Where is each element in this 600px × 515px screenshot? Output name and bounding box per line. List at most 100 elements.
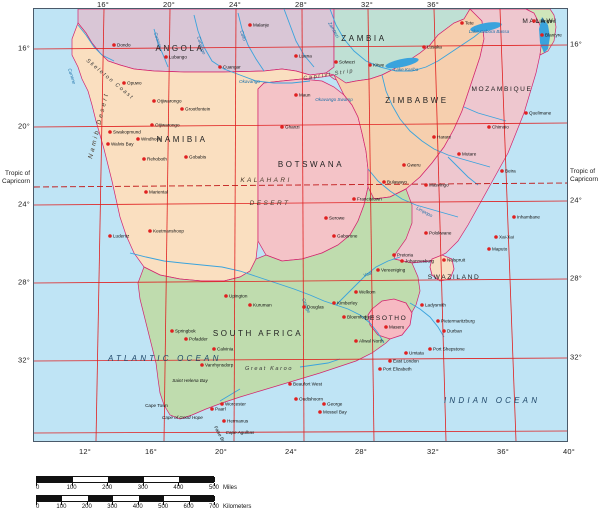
city-marker[interactable]: Kuruman xyxy=(248,303,272,308)
city-marker[interactable]: Gaborone xyxy=(332,234,358,239)
city-dot[interactable] xyxy=(170,329,174,333)
city-marker[interactable]: Paarl xyxy=(210,407,226,412)
city-marker[interactable]: Xai-Xai xyxy=(494,235,514,240)
city-dot[interactable] xyxy=(400,259,404,263)
city-marker[interactable]: Harare xyxy=(432,135,451,140)
city-marker[interactable]: Keetmanshoop xyxy=(148,229,184,234)
city-marker[interactable]: Mossel Bay xyxy=(318,410,347,415)
city-dot[interactable] xyxy=(494,235,498,239)
city-marker[interactable]: Beira xyxy=(500,169,516,174)
city-dot[interactable] xyxy=(108,130,112,134)
city-marker[interactable]: Worcester xyxy=(220,402,246,407)
city-marker[interactable]: Windhoek xyxy=(136,137,162,142)
country-area-south-africa[interactable] xyxy=(137,185,421,420)
city-dot[interactable] xyxy=(460,21,464,25)
city-marker[interactable]: Maun xyxy=(294,93,311,98)
city-marker[interactable]: Beaufort West xyxy=(288,382,323,387)
city-marker[interactable]: Tete xyxy=(460,21,474,26)
city-dot[interactable] xyxy=(332,301,336,305)
city-dot[interactable] xyxy=(136,137,140,141)
city-marker[interactable]: Malanje xyxy=(248,23,270,28)
city-dot[interactable] xyxy=(420,303,424,307)
city-marker[interactable]: Walvis Bay xyxy=(106,142,134,147)
city-marker[interactable]: Rehoboth xyxy=(142,157,167,162)
city-dot[interactable] xyxy=(108,234,112,238)
city-marker[interactable]: Durban xyxy=(442,329,463,334)
city-marker[interactable]: Mariental xyxy=(144,190,168,195)
city-marker[interactable]: Kitwe xyxy=(368,63,385,68)
city-dot[interactable] xyxy=(144,190,148,194)
city-dot[interactable] xyxy=(432,135,436,139)
city-dot[interactable] xyxy=(322,402,326,406)
city-dot[interactable] xyxy=(112,43,116,47)
city-marker[interactable]: Umtata xyxy=(404,351,424,356)
city-dot[interactable] xyxy=(402,163,406,167)
city-dot[interactable] xyxy=(424,231,428,235)
city-dot[interactable] xyxy=(540,33,544,37)
city-dot[interactable] xyxy=(487,247,491,251)
city-dot[interactable] xyxy=(200,363,204,367)
city-marker[interactable]: Cuangar xyxy=(218,65,241,70)
city-dot[interactable] xyxy=(422,45,426,49)
city-dot[interactable] xyxy=(376,268,380,272)
city-dot[interactable] xyxy=(122,81,126,85)
city-marker[interactable]: Gweru xyxy=(402,163,421,168)
city-dot[interactable] xyxy=(324,216,328,220)
city-marker[interactable]: Quelimane xyxy=(524,111,552,116)
city-dot[interactable] xyxy=(354,290,358,294)
city-dot[interactable] xyxy=(180,107,184,111)
city-marker[interactable]: Luderitz xyxy=(108,234,130,239)
city-dot[interactable] xyxy=(442,258,446,262)
city-marker[interactable]: Luena xyxy=(294,54,312,59)
city-dot[interactable] xyxy=(442,329,446,333)
city-dot[interactable] xyxy=(500,169,504,173)
city-dot[interactable] xyxy=(334,60,338,64)
city-dot[interactable] xyxy=(384,325,388,329)
city-marker[interactable]: Masvingo xyxy=(424,183,449,188)
map-canvas[interactable]: ANGOLA ZAMBIA NAMIBIA BOTSWANA ZIMBABWE … xyxy=(34,9,567,441)
city-dot[interactable] xyxy=(184,337,188,341)
city-marker[interactable]: Springbok xyxy=(170,329,196,334)
city-marker[interactable]: East London xyxy=(388,359,419,364)
city-dot[interactable] xyxy=(294,93,298,97)
city-marker[interactable]: Welkom xyxy=(354,290,376,295)
city-marker[interactable]: Aliwal North xyxy=(354,339,384,344)
city-marker[interactable]: Vanrhynsdorp xyxy=(200,363,234,368)
city-dot[interactable] xyxy=(294,54,298,58)
city-dot[interactable] xyxy=(388,359,392,363)
city-marker[interactable]: Nelspruit xyxy=(442,258,466,263)
country-area-lesotho[interactable] xyxy=(367,298,413,340)
city-dot[interactable] xyxy=(294,397,298,401)
city-dot[interactable] xyxy=(352,197,356,201)
city-dot[interactable] xyxy=(184,155,188,159)
city-marker[interactable]: Lilongwe xyxy=(532,19,556,24)
city-marker[interactable]: Gobabis xyxy=(184,155,207,160)
city-marker[interactable]: Lubango xyxy=(164,55,187,60)
city-marker[interactable]: Upington xyxy=(224,294,248,299)
city-marker[interactable]: Kimberley xyxy=(332,301,358,306)
city-marker[interactable]: Vereeniging xyxy=(376,268,406,273)
city-dot[interactable] xyxy=(392,253,396,257)
city-dot[interactable] xyxy=(404,351,408,355)
city-marker[interactable]: Dondo xyxy=(112,43,131,48)
city-dot[interactable] xyxy=(302,305,306,309)
city-marker[interactable]: Blantyre xyxy=(540,33,562,38)
city-dot[interactable] xyxy=(148,229,152,233)
city-marker[interactable]: George xyxy=(322,402,343,407)
city-dot[interactable] xyxy=(378,367,382,371)
city-marker[interactable]: Inhambane xyxy=(512,215,540,220)
city-marker[interactable]: Ghanzi xyxy=(280,125,300,130)
city-dot[interactable] xyxy=(280,125,284,129)
city-marker[interactable]: Port Shepstone xyxy=(428,347,465,352)
city-marker[interactable]: Pietermaritzburg xyxy=(436,319,475,324)
city-marker[interactable]: Otjiwarongo xyxy=(150,123,180,128)
city-marker[interactable]: Mutare xyxy=(457,152,477,157)
city-marker[interactable]: Maputo xyxy=(487,247,508,252)
city-marker[interactable]: Johannesburg xyxy=(400,259,435,264)
city-layer[interactable]: Malanje Dondo Lubango Luena Cuangar Solwezi Ki… xyxy=(106,19,562,424)
city-marker[interactable]: Opuwo xyxy=(122,81,142,86)
city-marker[interactable]: Grootfontein xyxy=(180,107,211,112)
city-dot[interactable] xyxy=(332,234,336,238)
country-area-swaziland[interactable] xyxy=(429,254,455,282)
city-dot[interactable] xyxy=(150,123,154,127)
